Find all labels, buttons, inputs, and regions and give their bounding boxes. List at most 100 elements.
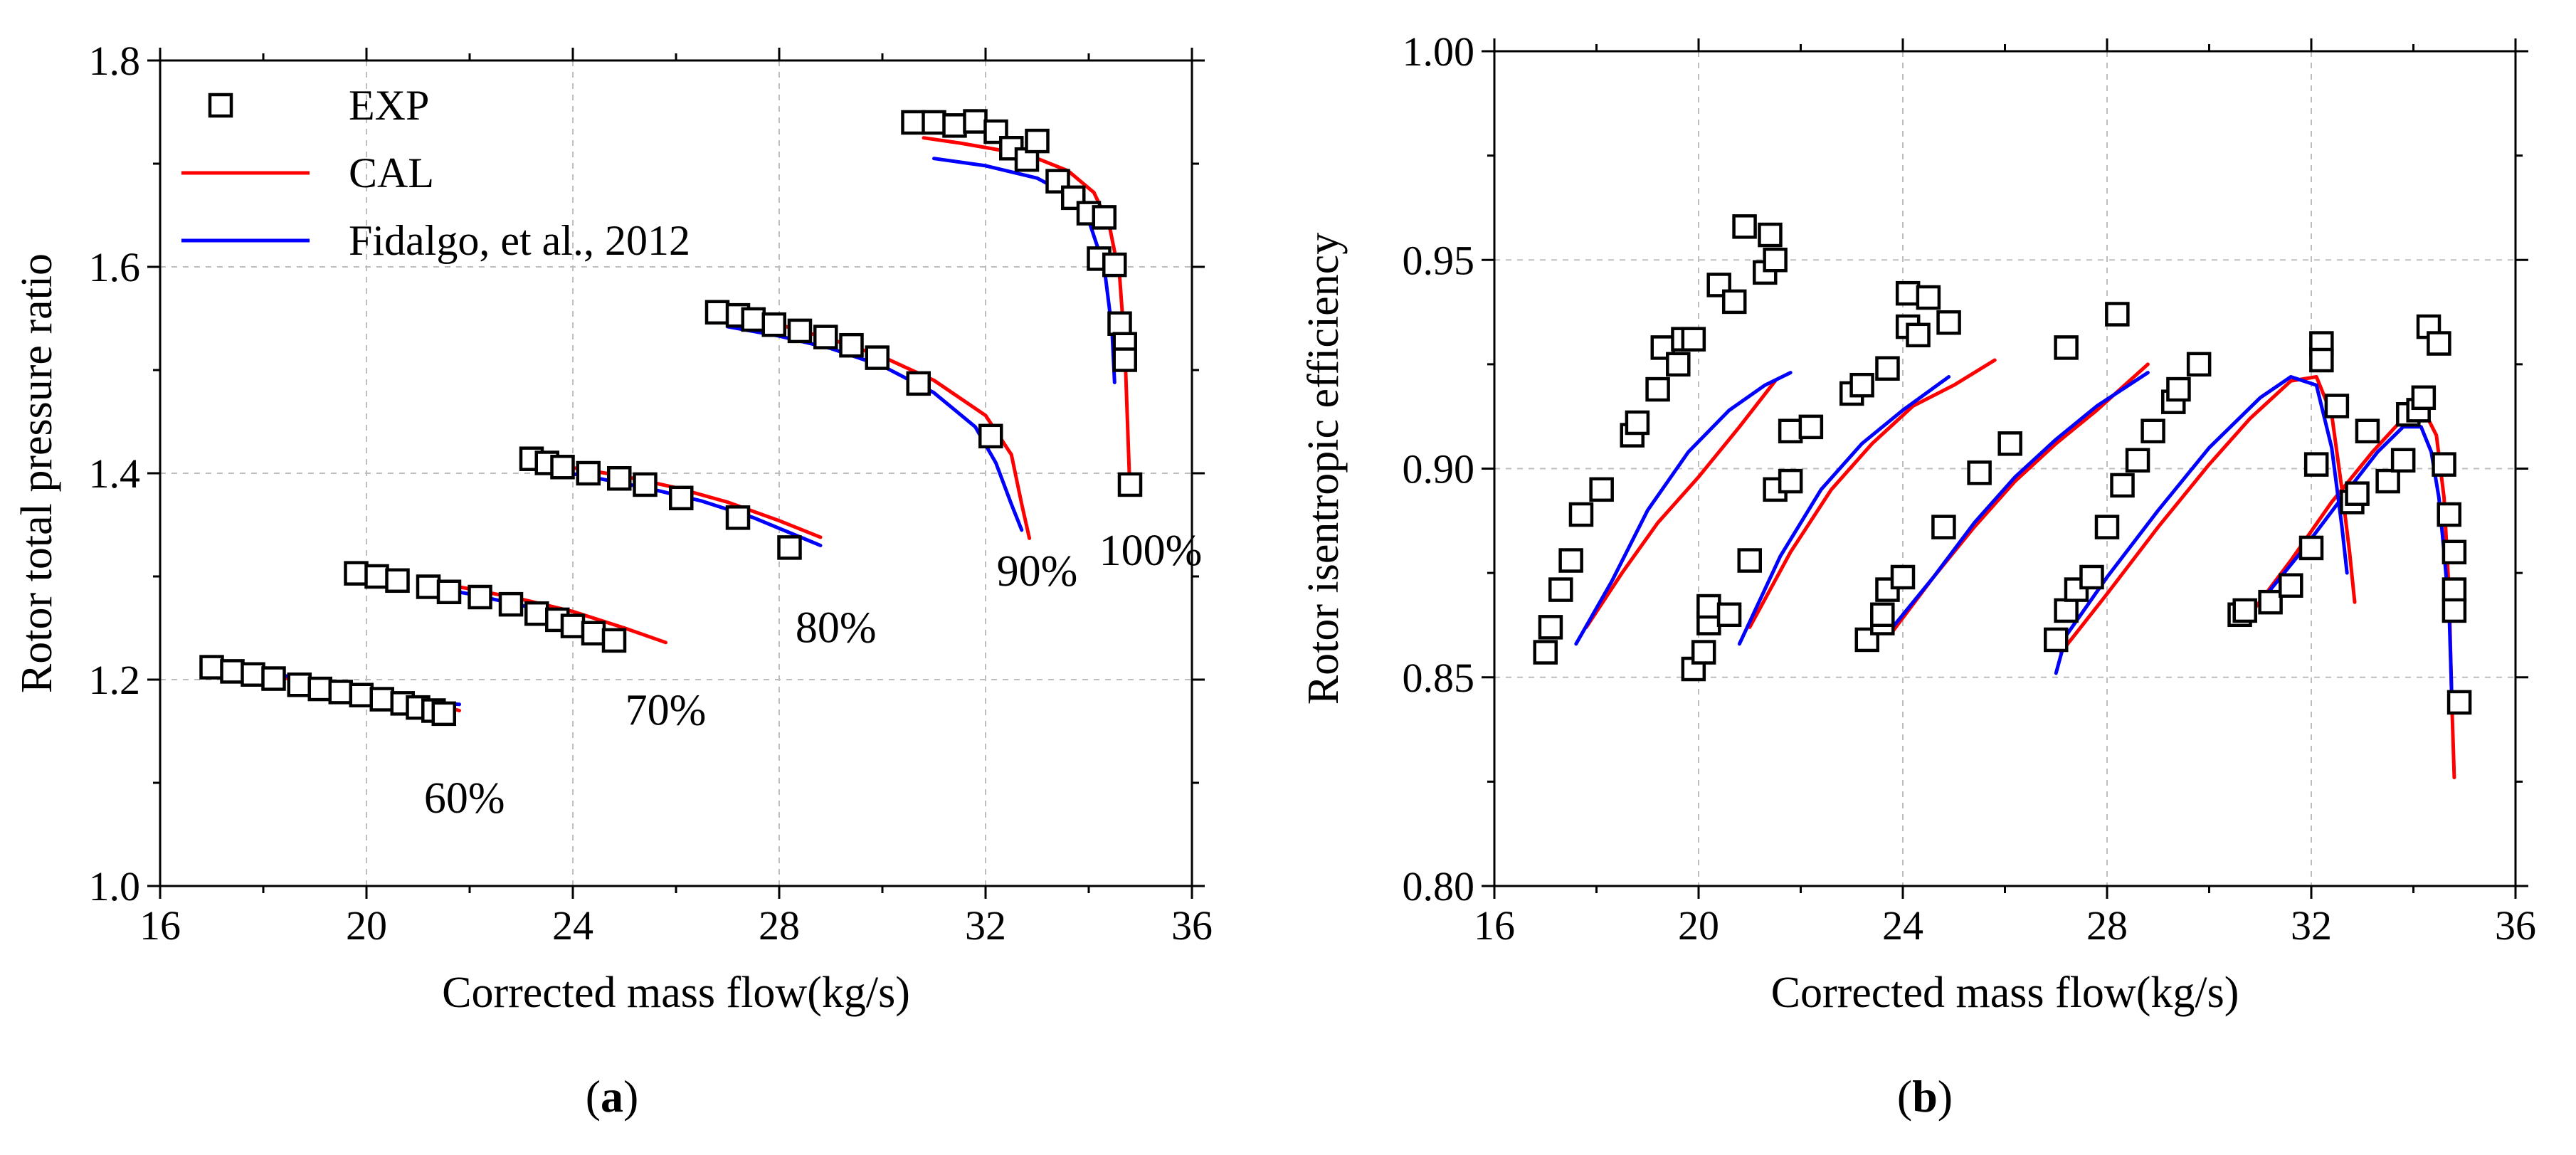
panel-a-y-tick-label: 1.6 — [89, 244, 141, 290]
panel-a-exp-point — [576, 460, 601, 486]
panel-b-exp-point — [1589, 477, 1614, 502]
panel-b-exp-point — [2442, 598, 2467, 623]
panel-a-exp-point — [328, 680, 353, 705]
panel-b-exp-point — [2427, 331, 2451, 356]
panel-a-exp-point — [385, 568, 410, 594]
panel-b-x-tick-label: 36 — [2495, 902, 2536, 949]
panel-b-y-tick-label: 0.80 — [1403, 863, 1475, 909]
panel-a-exp-point — [416, 574, 441, 599]
panel-b-x-tick-label: 20 — [1678, 902, 1719, 949]
panel-b-exp-point — [1967, 460, 1992, 485]
panel-b-x-axis-title: Corrected mass flow(kg/s) — [1771, 969, 2239, 1017]
panel-b-x-tick-label: 32 — [2291, 902, 2332, 949]
panel-a-exp-point — [241, 662, 265, 687]
panel-b-exp-point — [1732, 214, 1757, 239]
panel-b-exp-point — [1681, 327, 1706, 352]
panel-a-exp-point — [349, 682, 374, 707]
panel-b-exp-point — [2279, 573, 2303, 598]
panel-b-exp-point — [1778, 468, 1803, 494]
panel-a-y-axis-title: Rotor total pressure ratio — [13, 253, 61, 693]
panel-a-y-tick-label: 1.8 — [89, 38, 141, 84]
panel-a-exp-point — [560, 613, 586, 638]
panel-a-exp-point — [1107, 311, 1132, 336]
panel-b-exp-point — [1716, 602, 1742, 628]
panel-a-x-tick-label: 32 — [965, 902, 1006, 949]
panel-b-panel-label-letter: b — [1912, 1071, 1938, 1122]
panel-a-exp-point — [550, 455, 575, 480]
panel-a-exp-point — [261, 666, 286, 691]
panel-b-exp-point — [2140, 418, 2165, 443]
panel-a-y-tick-label: 1.4 — [89, 450, 141, 497]
panel-b-exp-point — [2232, 598, 2257, 623]
panel-a-exp-point — [901, 110, 926, 135]
panel-b-exp-point — [1849, 372, 1874, 398]
panel-b-exp-point — [2355, 418, 2380, 443]
panel-b-exp-point — [1778, 418, 1803, 443]
panel-b-y-tick-label: 0.85 — [1403, 655, 1475, 701]
panel-b-exp-point — [2324, 394, 2350, 418]
panel-a-exp-point — [983, 119, 1008, 144]
panel-b-exp-point — [1916, 285, 1941, 310]
panel-a-exp-point — [287, 673, 312, 697]
panel-b-chart: 16 20 24 28 32 36 0.80 0.85 0.90 0.95 1.00 Correcte… — [1299, 28, 2536, 1122]
panel-a-chart: 16 20 24 28 32 36 1.0 1.2 1.4 1.6 1.8 Corrected mas… — [13, 38, 1213, 1122]
panel-a-exp-point — [1117, 472, 1143, 497]
panel-b-exp-point — [2110, 473, 2135, 498]
panel-b-exp-point — [1721, 289, 1747, 315]
panel-b-exp-point — [1895, 280, 1921, 306]
panel-b-exp-point — [1548, 577, 1573, 602]
panel-b-y-tick-label: 0.95 — [1403, 237, 1475, 283]
panel-a-exp-point — [1045, 169, 1070, 194]
panel-b-exp-point — [2054, 335, 2079, 360]
panel-a-panel-label-open: ( — [586, 1071, 601, 1122]
panel-b-exp-point — [2079, 564, 2104, 590]
panel-a-speed-annotation: 70% — [625, 687, 707, 735]
panel-a-legend-label: EXP — [349, 82, 429, 129]
panel-b-exp-point — [1558, 548, 1583, 573]
panel-b-exp-point — [1854, 627, 1880, 653]
panel-b-cal-line — [1584, 379, 1778, 629]
panel-a-exp-point — [942, 113, 967, 138]
panel-b-exp-point — [1538, 615, 1563, 640]
panel-a-exp-point — [199, 655, 224, 680]
panel-a-cal-line — [922, 136, 1132, 496]
panel-a-exp-point — [1092, 205, 1117, 230]
panel-a-speed-annotation: 90% — [997, 547, 1078, 596]
panel-b-exp-point — [2044, 627, 2069, 653]
panel-a-x-axis-title: Corrected mass flow(kg/s) — [442, 969, 910, 1017]
panel-a-panel-label-close: ) — [623, 1071, 638, 1122]
panel-a-exp-point — [436, 579, 462, 604]
panel-b-exp-point — [1568, 502, 1594, 527]
panel-a-legend-exp-marker — [208, 93, 233, 118]
panel-a-exp-point — [607, 466, 632, 491]
panel-b-exp-point — [1645, 376, 1670, 402]
panel-b-fidalgo-line — [1891, 371, 2150, 629]
panel-b-panel-label-open: ( — [1897, 1071, 1912, 1122]
panel-b-exp-point — [2303, 452, 2329, 477]
panel-a-exp-point — [787, 318, 813, 344]
panel-b-exp-point — [1870, 602, 1895, 628]
panel-b-exp-point — [1936, 310, 1961, 335]
panel-b-exp-point — [2375, 468, 2400, 494]
panel-a-exp-point — [581, 621, 606, 645]
panel-a-exp-point — [633, 472, 658, 497]
panel-b-x-tick-label: 16 — [1474, 902, 1515, 949]
panel-b-exp-point — [1691, 640, 1716, 665]
panel-b-y-tick-label: 0.90 — [1403, 446, 1475, 492]
panel-b-fidalgo-line — [2258, 425, 2454, 696]
panel-a-exp-point — [1025, 128, 1050, 154]
panel-b-exp-point — [2437, 502, 2461, 527]
panel-a-exp-point — [498, 591, 524, 617]
panel-b-exp-point — [1798, 414, 1824, 440]
panel-b-exp-point — [1931, 515, 1956, 539]
panel-b-y-tick-label: 1.00 — [1403, 28, 1475, 75]
panel-a-x-tick-label: 36 — [1171, 902, 1213, 949]
panel-a-exp-point — [906, 371, 931, 396]
panel-a-exp-point — [761, 312, 786, 337]
panel-a-x-tick-label: 24 — [552, 902, 593, 949]
panel-a-exp-point — [1102, 252, 1127, 278]
panel-b-exp-point — [1758, 222, 1783, 248]
panel-a-exp-point — [839, 332, 864, 358]
panel-b-panel-label: (b) — [1897, 1071, 1953, 1122]
panel-a-exp-point — [431, 701, 456, 727]
